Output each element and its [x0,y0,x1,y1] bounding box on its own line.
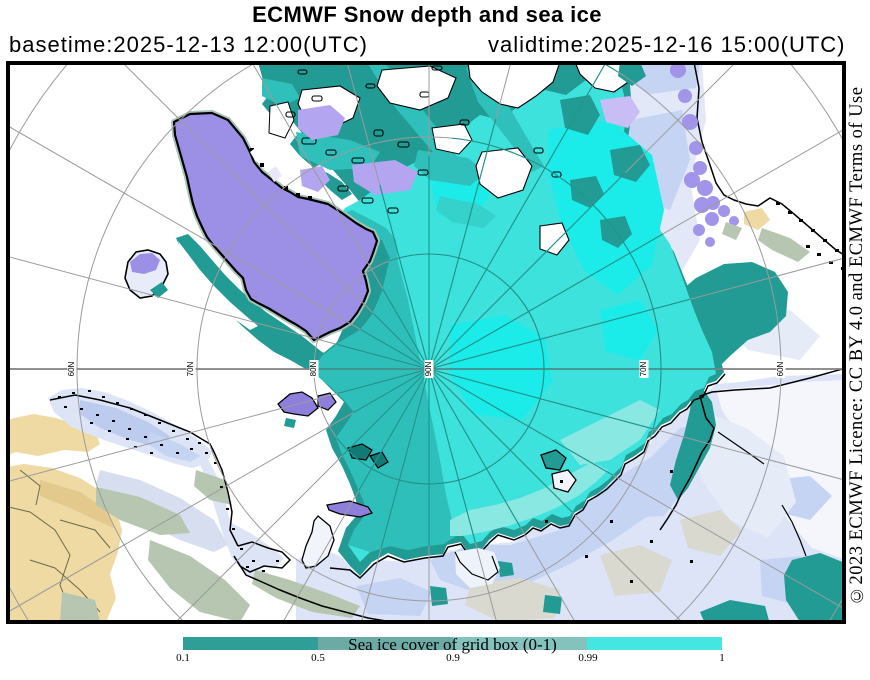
svg-text:60N: 60N [67,361,76,376]
svg-text:60N: 60N [776,361,785,376]
svg-text:90N: 90N [424,361,433,376]
svg-text:70N: 70N [639,361,648,376]
svg-text:80N: 80N [309,361,318,376]
svg-text:70N: 70N [186,361,195,376]
